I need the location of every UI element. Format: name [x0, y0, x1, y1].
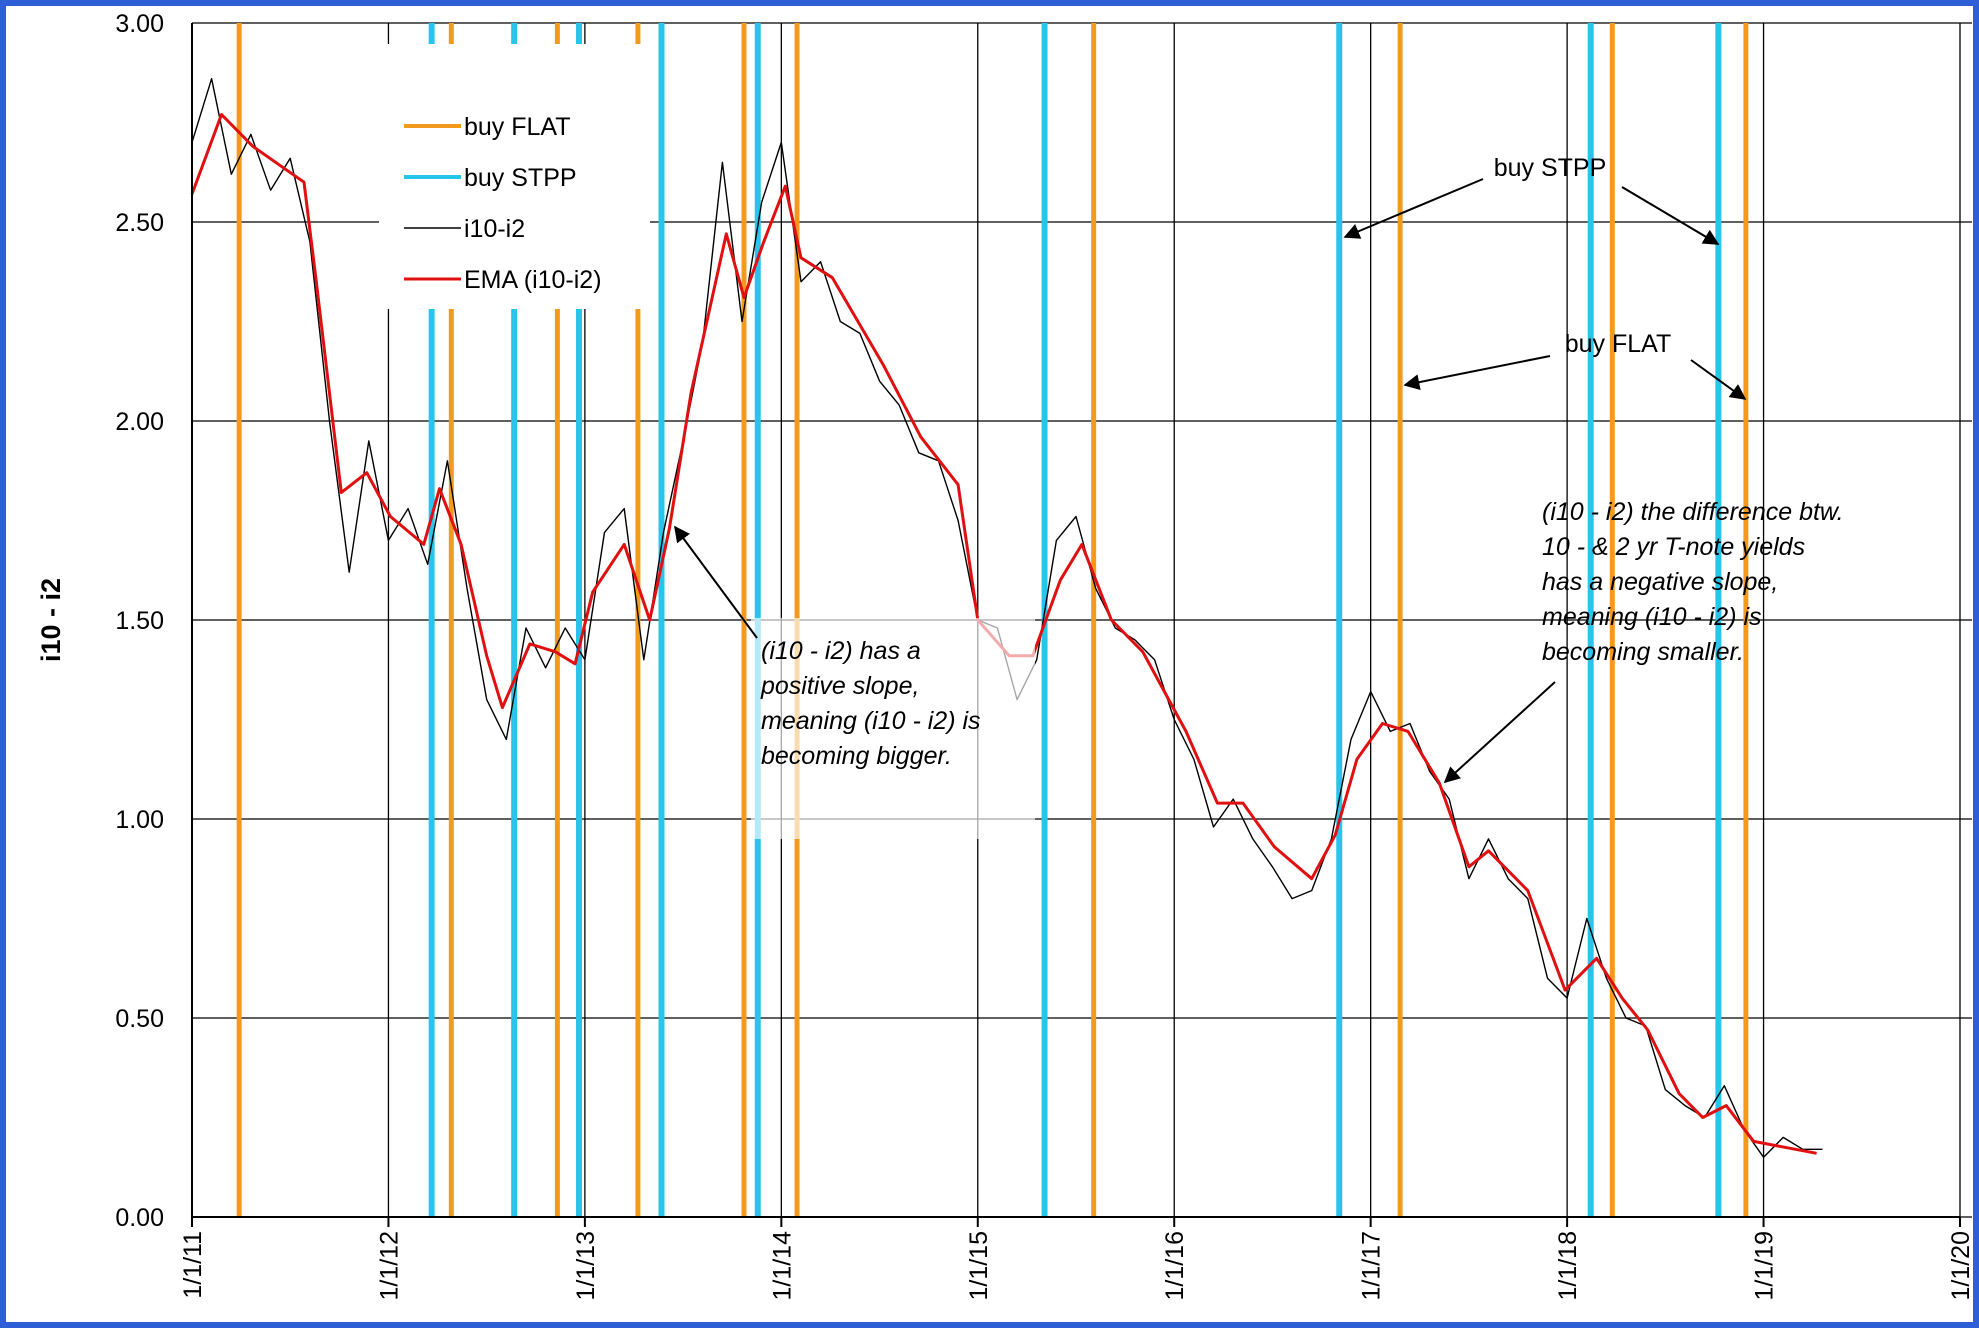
series-line — [190, 113, 1817, 1155]
annotation-line: positive slope, — [760, 672, 919, 700]
y-axis-title: i10 - i2 — [36, 578, 66, 662]
x-tick-label: 1/1/14 — [768, 1231, 796, 1301]
y-tick-label: 3.00 — [115, 10, 164, 38]
annotation-line: meaning (i10 - i2) is — [761, 707, 981, 735]
y-tick-label: 2.00 — [115, 408, 164, 436]
x-tick-label: 1/1/18 — [1554, 1231, 1582, 1301]
annotation: buy STPP — [1494, 154, 1607, 182]
annotation-arrow — [1690, 359, 1747, 400]
annotation-backdrop — [751, 618, 1035, 839]
annotation-line: (i10 - i2) the difference btw. — [1542, 498, 1844, 526]
y-tick-label: 1.50 — [115, 607, 164, 635]
annotation-arrow — [1443, 681, 1556, 784]
x-tick-label: 1/1/19 — [1751, 1231, 1779, 1301]
annotation-line: meaning (i10 - i2) is — [1542, 603, 1762, 631]
y-tick-label: 1.00 — [115, 806, 164, 834]
x-tick-label: 1/1/17 — [1358, 1231, 1386, 1301]
x-tick-label: 1/1/11 — [179, 1231, 207, 1299]
annotation-arrow — [1343, 178, 1484, 239]
legend-label: buy STPP — [464, 164, 577, 192]
y-tick-label: 0.50 — [115, 1005, 164, 1033]
x-tick-label: 1/1/16 — [1161, 1231, 1189, 1301]
annotation-line: becoming smaller. — [1542, 638, 1744, 666]
annotation-line: (i10 - i2) has a — [761, 637, 921, 665]
annotation-arrow — [674, 525, 758, 639]
legend-label: i10-i2 — [464, 215, 525, 243]
annotation-arrow — [1621, 186, 1720, 245]
annotation-line: has a negative slope, — [1542, 568, 1778, 596]
annotation-arrow — [1403, 355, 1551, 391]
legend-label: EMA (i10-i2) — [464, 266, 602, 294]
y-tick-label: 2.50 — [115, 209, 164, 237]
legend-label: buy FLAT — [464, 113, 571, 141]
annotation: buy FLAT — [1565, 330, 1672, 358]
annotation-line: 10 - & 2 yr T-note yields — [1542, 533, 1805, 561]
annotation-line: becoming bigger. — [761, 742, 952, 770]
x-tick-label: 1/1/20 — [1947, 1231, 1975, 1301]
x-tick-label: 1/1/15 — [965, 1231, 993, 1301]
x-tick-label: 1/1/13 — [572, 1231, 600, 1301]
y-tick-label: 0.00 — [115, 1204, 164, 1232]
x-tick-label: 1/1/12 — [375, 1231, 403, 1301]
